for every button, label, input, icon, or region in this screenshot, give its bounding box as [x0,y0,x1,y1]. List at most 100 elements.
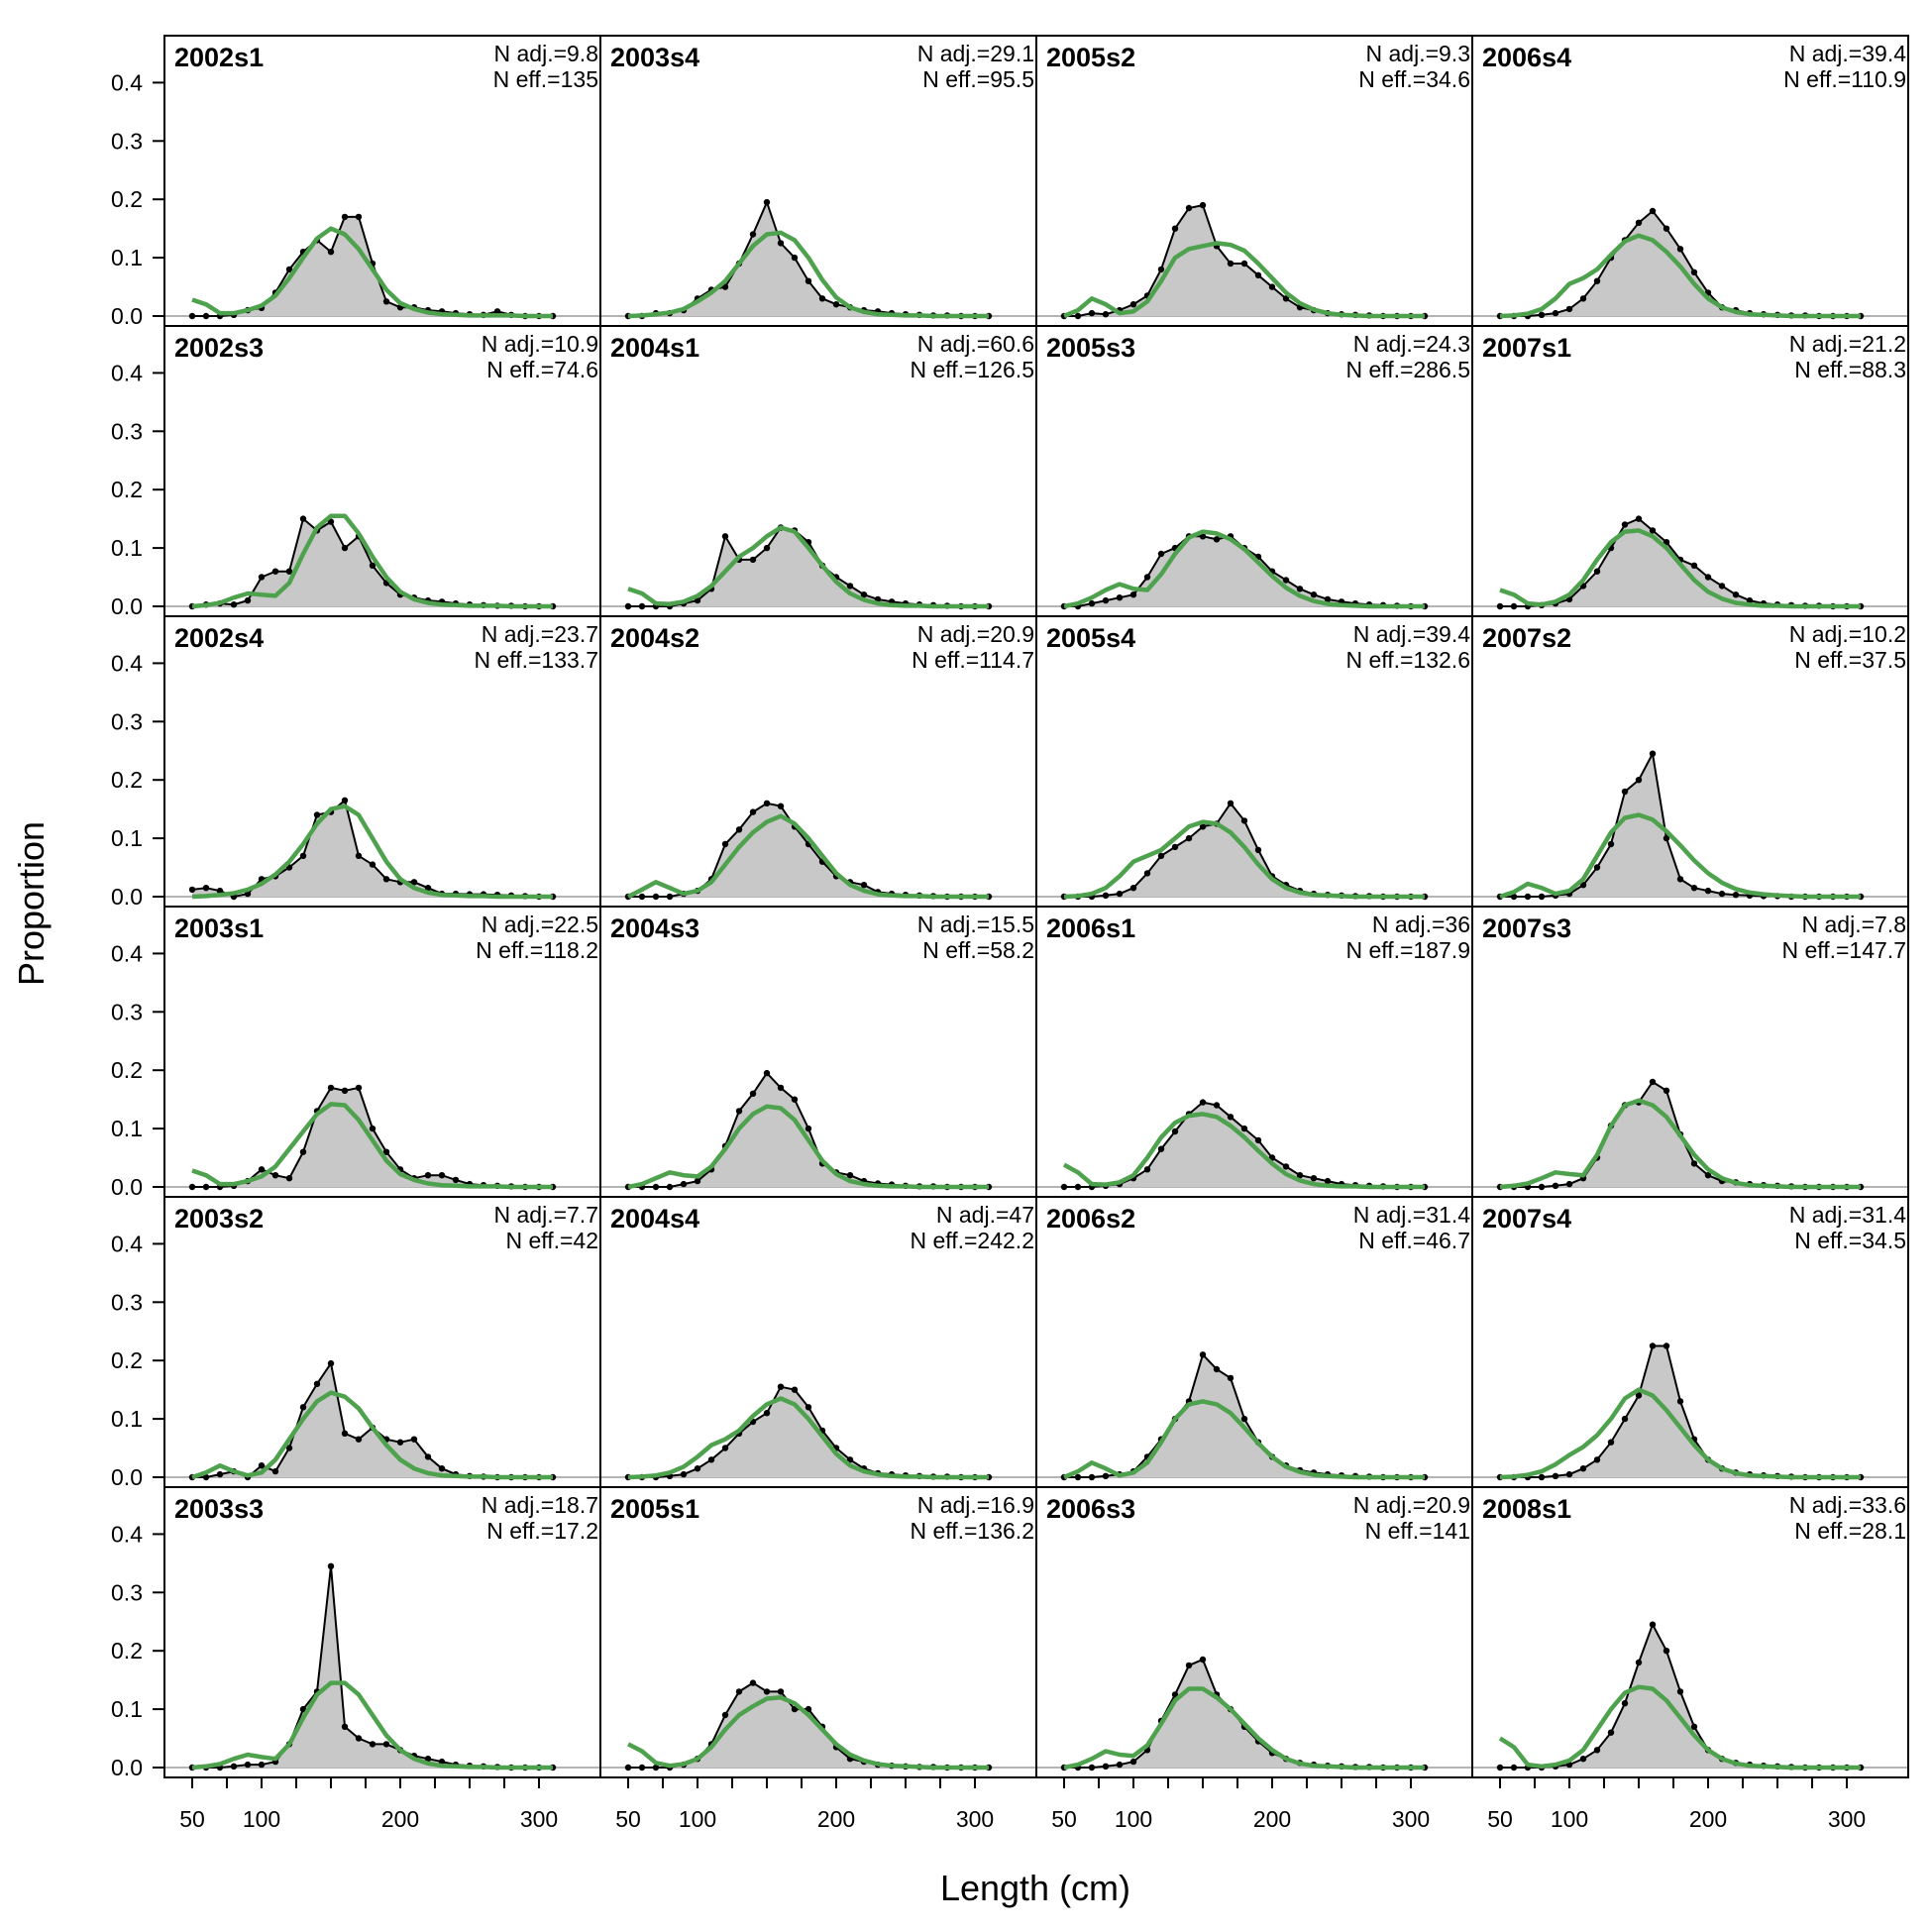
observed-point [1538,1473,1546,1481]
observed-point [1157,550,1165,558]
observed-point [1116,1761,1124,1769]
observed-point [327,518,335,525]
observed-area [1500,753,1861,897]
panel-label: 2004s3 [610,913,699,943]
panel-2005s3: 2005s3 N adj.=24.3N eff.=286.5 [1035,325,1473,617]
y-tick-label: 0.2 [111,186,143,212]
observed-point [1157,1145,1165,1152]
n-eff-label: N eff.=132.6 [1345,647,1470,673]
observed-point [1565,305,1573,313]
observed-point [299,1148,307,1155]
observed-point [1579,1756,1587,1763]
observed-point [258,1761,266,1769]
n-eff-label: N eff.=135 [493,66,598,92]
observed-point [285,568,293,575]
n-adj-label: N adj.=60.6 [917,331,1034,357]
observed-point [1607,840,1615,848]
observed-point [1088,599,1096,607]
panel-label: 2005s4 [1046,623,1135,653]
observed-point [1129,591,1137,598]
observed-point [832,301,840,308]
panel-label: 2004s2 [610,623,699,653]
observed-point [1663,1342,1670,1349]
observed-point [1116,890,1124,898]
observed-point [202,312,210,320]
observed-point [1676,1398,1684,1405]
panel-label: 2005s1 [610,1494,699,1524]
observed-point [271,568,279,575]
observed-point [652,1764,660,1771]
observed-point [285,1445,293,1451]
observed-point [369,1741,376,1748]
panel-label: 2006s3 [1046,1494,1135,1524]
observed-point [327,1084,335,1092]
x-tick-label: 50 [1051,1806,1077,1832]
observed-point [327,249,335,256]
observed-point [777,240,785,247]
observed-point [424,1453,432,1460]
observed-point [1310,1175,1318,1182]
observed-area [1064,536,1425,606]
n-adj-label: N adj.=47 [936,1202,1034,1228]
observed-point [230,601,238,608]
observed-point [1102,311,1110,318]
expected-line [1063,241,1425,319]
observed-point [424,1756,432,1763]
observed-point [1690,268,1698,275]
y-tick-label: 0.1 [111,1406,143,1432]
panel-label: 2003s4 [610,43,699,72]
observed-point [1552,309,1559,317]
observed-point [1213,536,1221,543]
observed-point [735,1108,743,1115]
n-adj-label: N adj.=33.6 [1789,1492,1906,1518]
observed-point [1324,595,1332,603]
x-tick-label: 100 [1115,1806,1152,1832]
observed-point [1102,892,1110,899]
panel-2005s1: 2005s1 N adj.=16.9N eff.=136.2 50 100 200 300 [599,1486,1037,1832]
n-adj-label: N adj.=10.2 [1789,621,1906,647]
observed-point [1185,204,1193,212]
panel-label: 2005s2 [1046,43,1135,72]
observed-point [777,1688,785,1695]
observed-area [628,1386,989,1477]
observed-point [791,1705,799,1713]
observed-point [341,213,349,221]
panel-2003s1: 2003s1 N adj.=22.5N eff.=118.2 0.0 0.1 0.2 0.… [111,906,601,1200]
n-eff-label: N eff.=187.9 [1345,937,1470,963]
y-tick-label: 0.3 [111,708,143,734]
expected-line [1499,1387,1861,1480]
observed-point [1060,1183,1068,1191]
panel-2003s4: 2003s4 N adj.=29.1N eff.=95.5 [599,35,1037,327]
expected-line [627,1104,989,1190]
panel-2006s3: 2006s3 N adj.=20.9N eff.=141 50 100 200 300 [1035,1486,1473,1832]
x-tick-label: 50 [1487,1806,1513,1832]
observed-point [1663,1648,1670,1655]
observed-point [1227,260,1234,268]
panel-2007s3: 2007s3 N adj.=7.8N eff.=147.7 [1471,906,1909,1198]
observed-point [1524,893,1532,901]
observed-point [230,1763,238,1771]
x-tick-label: 100 [679,1806,716,1832]
n-adj-label: N adj.=39.4 [1353,621,1470,647]
observed-point [1676,246,1684,253]
observed-point [1621,788,1629,796]
panel-grid: 2002s1 N adj.=9.8N eff.=135 0.0 0.1 0.2 0.3 0.… [111,35,1909,1832]
observed-point [1240,1125,1248,1132]
n-eff-label: N eff.=42 [505,1228,598,1253]
panel-2006s1: 2006s1 N adj.=36N eff.=187.9 [1035,906,1473,1198]
observed-point [680,1180,688,1188]
observed-point [818,295,826,302]
observed-point [369,1125,376,1132]
observed-point [791,1096,799,1103]
panel-label: 2005s3 [1046,333,1135,363]
expected-line [191,1680,553,1771]
expected-line [191,1390,553,1480]
observed-point [202,1473,210,1481]
observed-point [1088,309,1096,317]
observed-point [749,1679,757,1686]
observed-point [1593,1747,1601,1754]
observed-point [777,1084,785,1092]
observed-point [369,562,376,569]
observed-point [1635,777,1643,784]
observed-point [666,1183,674,1191]
